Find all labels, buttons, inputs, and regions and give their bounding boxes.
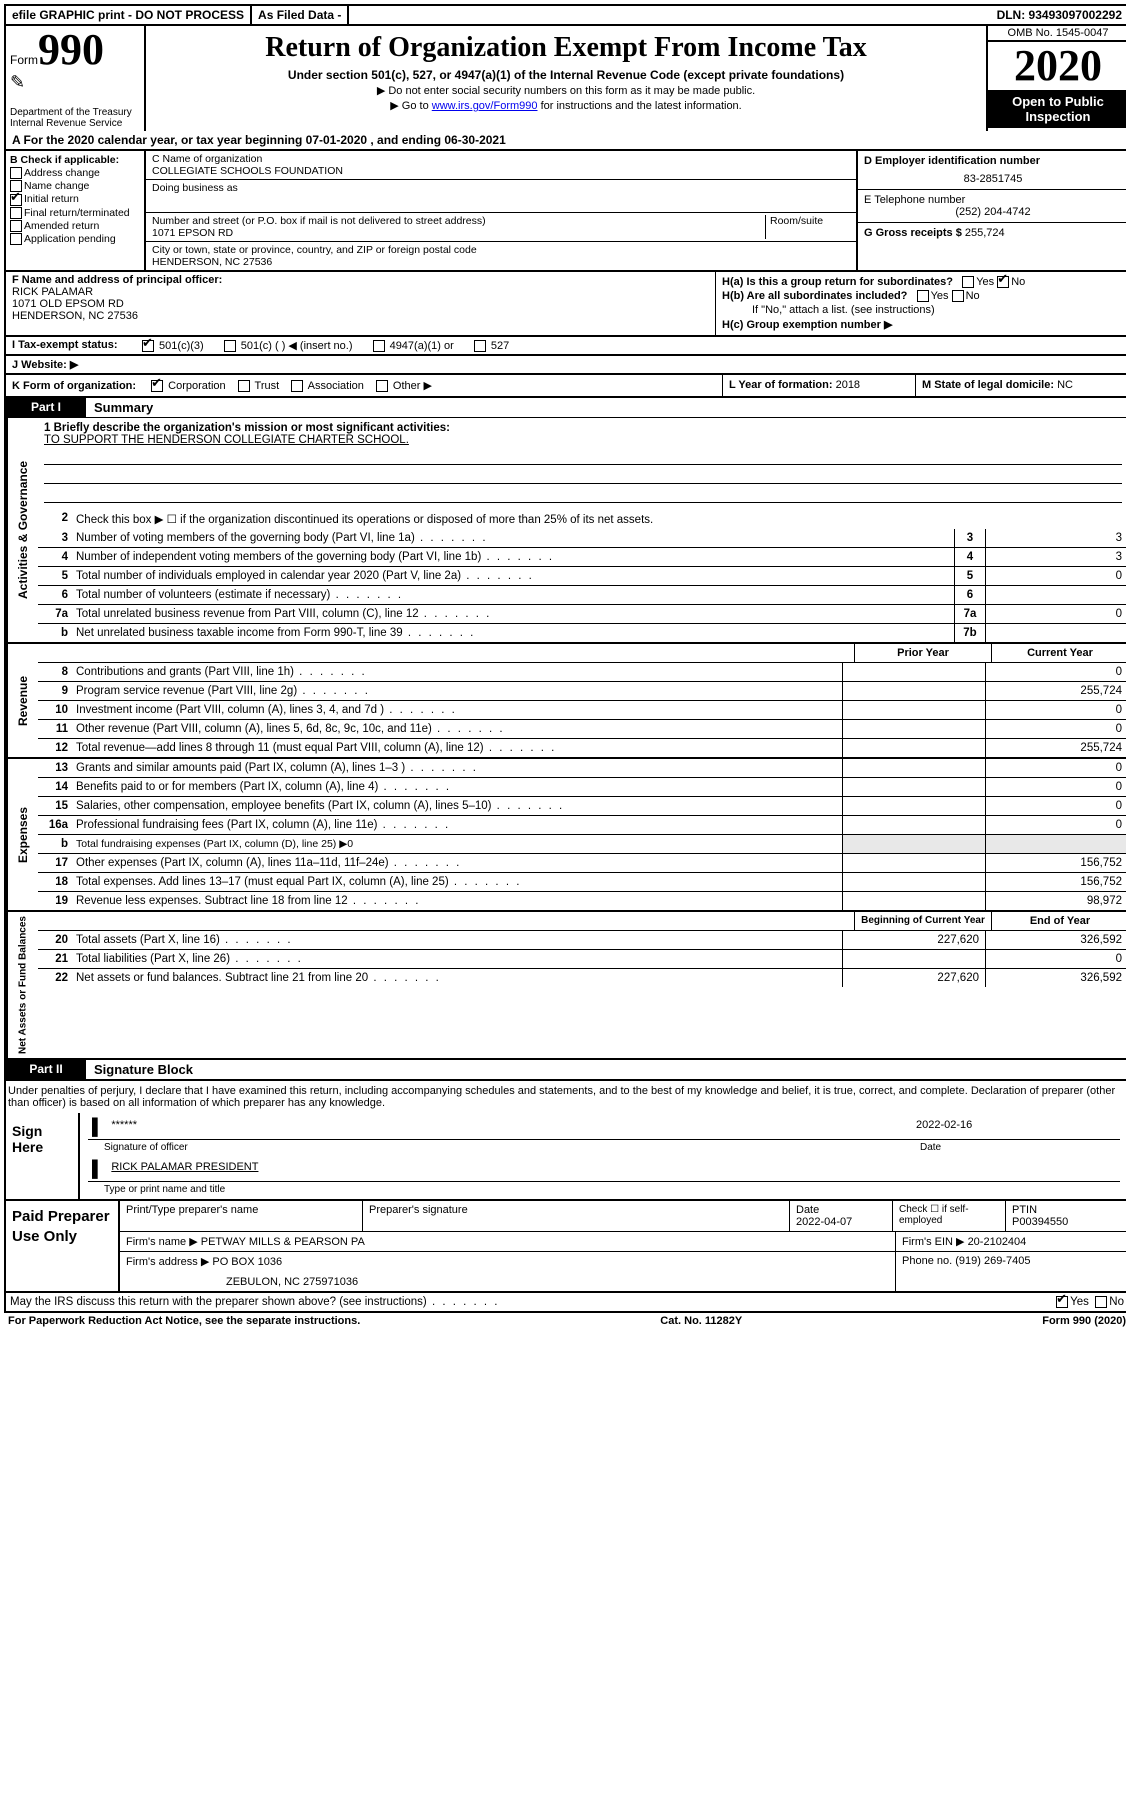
- officer-group-row: F Name and address of principal officer:…: [4, 272, 1126, 337]
- col-b-item[interactable]: Initial return: [10, 193, 140, 205]
- irs-link[interactable]: www.irs.gov/Form990: [432, 100, 538, 112]
- page-footer: For Paperwork Reduction Act Notice, see …: [4, 1313, 1126, 1329]
- expenses-block: Expenses 13Grants and similar amounts pa…: [4, 759, 1126, 912]
- title-block: Return of Organization Exempt From Incom…: [146, 26, 986, 131]
- omb-number: OMB No. 1545-0047: [988, 26, 1126, 42]
- ha-no[interactable]: [997, 276, 1009, 288]
- tax-status-option[interactable]: 527: [474, 340, 509, 352]
- summary-line: 22Net assets or fund balances. Subtract …: [38, 969, 1126, 987]
- addr-label: Number and street (or P.O. box if mail i…: [152, 215, 765, 227]
- mission: 1 Briefly describe the organization's mi…: [38, 418, 1126, 509]
- col-b-item[interactable]: Name change: [10, 180, 140, 192]
- hb-yes[interactable]: [917, 290, 929, 302]
- summary-line: 4Number of independent voting members of…: [38, 548, 1126, 567]
- org-form-option[interactable]: Trust: [238, 380, 280, 392]
- summary-line: 11Other revenue (Part VIII, column (A), …: [38, 720, 1126, 739]
- ein-label: D Employer identification number: [864, 155, 1122, 167]
- summary-line: 18Total expenses. Add lines 13–17 (must …: [38, 873, 1126, 892]
- part1-header: Part I Summary: [4, 398, 1126, 418]
- form-header: Form990 ✎ Department of the Treasury Int…: [4, 26, 1126, 131]
- ssn-note: ▶ Do not enter social security numbers o…: [152, 84, 980, 97]
- col-b-item[interactable]: Application pending: [10, 233, 140, 245]
- phone-value: (252) 204-4742: [864, 206, 1122, 218]
- org-form-option[interactable]: Association: [291, 380, 364, 392]
- revenue-block: Revenue Prior Year Current Year 8Contrib…: [4, 644, 1126, 759]
- sign-here: Sign Here ▌ ****** 2022-02-16 Signature …: [4, 1113, 1126, 1201]
- summary-line: bTotal fundraising expenses (Part IX, co…: [38, 835, 1126, 854]
- summary-line: 20Total assets (Part X, line 16)227,6203…: [38, 931, 1126, 950]
- col-b-item[interactable]: Address change: [10, 167, 140, 179]
- col-c: C Name of organization COLLEGIATE SCHOOL…: [146, 151, 856, 270]
- row-i: I Tax-exempt status: 501(c)(3) 501(c) ( …: [4, 337, 1126, 356]
- row-a-period: A For the 2020 calendar year, or tax yea…: [4, 131, 1126, 151]
- city-label: City or town, state or province, country…: [152, 244, 850, 256]
- open-inspection: Open to Public Inspection: [988, 90, 1126, 128]
- city-value: HENDERSON, NC 27536: [152, 256, 850, 268]
- col-b-checkboxes: B Check if applicable: Address changeNam…: [6, 151, 146, 270]
- org-form-option[interactable]: Corporation: [151, 380, 226, 392]
- summary-line: 5Total number of individuals employed in…: [38, 567, 1126, 586]
- discuss-yes[interactable]: [1056, 1296, 1068, 1308]
- summary-line: 13Grants and similar amounts paid (Part …: [38, 759, 1126, 778]
- tax-status-option[interactable]: 4947(a)(1) or: [373, 340, 454, 352]
- row-j: J Website: ▶: [4, 356, 1126, 375]
- right-header: OMB No. 1545-0047 2020 Open to Public In…: [986, 26, 1126, 131]
- row-klm: K Form of organization: Corporation Trus…: [4, 375, 1126, 398]
- summary-line: 10Investment income (Part VIII, column (…: [38, 701, 1126, 720]
- netassets-block: Net Assets or Fund Balances Beginning of…: [4, 912, 1126, 1060]
- c-label: C Name of organization: [152, 153, 850, 165]
- principal-officer: F Name and address of principal officer:…: [6, 272, 716, 335]
- col-b-title: B Check if applicable:: [10, 154, 140, 166]
- gross-label: G Gross receipts $: [864, 227, 962, 239]
- top-bar: efile GRAPHIC print - DO NOT PROCESS As …: [4, 4, 1126, 26]
- paid-preparer: Paid Preparer Use Only Print/Type prepar…: [4, 1201, 1126, 1293]
- form-title: Return of Organization Exempt From Incom…: [152, 32, 980, 64]
- phone-label: E Telephone number: [864, 194, 1122, 206]
- dln: DLN: 93493097002292: [991, 6, 1126, 24]
- subtitle: Under section 501(c), 527, or 4947(a)(1)…: [152, 68, 980, 82]
- org-name: COLLEGIATE SCHOOLS FOUNDATION: [152, 165, 850, 177]
- department: Department of the Treasury Internal Reve…: [10, 107, 140, 129]
- efile-notice: efile GRAPHIC print - DO NOT PROCESS: [6, 6, 252, 24]
- summary-line: 3Number of voting members of the governi…: [38, 529, 1126, 548]
- activities-block: Activities & Governance 1 Briefly descri…: [4, 418, 1126, 644]
- form-identity: Form990 ✎ Department of the Treasury Int…: [6, 26, 146, 131]
- discuss-row: May the IRS discuss this return with the…: [4, 1293, 1126, 1313]
- col-b-item[interactable]: Final return/terminated: [10, 207, 140, 219]
- dba-label: Doing business as: [152, 182, 850, 194]
- col-right: D Employer identification number 83-2851…: [856, 151, 1126, 270]
- summary-line: 14Benefits paid to or for members (Part …: [38, 778, 1126, 797]
- summary-line: 19Revenue less expenses. Subtract line 1…: [38, 892, 1126, 910]
- room-label: Room/suite: [770, 215, 850, 227]
- part2-header: Part II Signature Block: [4, 1060, 1126, 1081]
- perjury-text: Under penalties of perjury, I declare th…: [4, 1081, 1126, 1113]
- org-form-option[interactable]: Other ▶: [376, 380, 432, 392]
- summary-line: 16aProfessional fundraising fees (Part I…: [38, 816, 1126, 835]
- summary-line: 9Program service revenue (Part VIII, lin…: [38, 682, 1126, 701]
- summary-line: 17Other expenses (Part IX, column (A), l…: [38, 854, 1126, 873]
- gross-value: 255,724: [965, 227, 1005, 239]
- summary-line: bNet unrelated business taxable income f…: [38, 624, 1126, 642]
- as-filed: As Filed Data -: [252, 6, 349, 24]
- summary-line: 21Total liabilities (Part X, line 26)0: [38, 950, 1126, 969]
- summary-line: 12Total revenue—add lines 8 through 11 (…: [38, 739, 1126, 757]
- goto-note: ▶ Go to www.irs.gov/Form990 for instruct…: [152, 99, 980, 112]
- h-group: H(a) Is this a group return for subordin…: [716, 272, 1126, 335]
- tax-status-option[interactable]: 501(c) ( ) ◀ (insert no.): [224, 340, 353, 352]
- ha-yes[interactable]: [962, 276, 974, 288]
- form-number: 990: [38, 25, 104, 74]
- col-b-item[interactable]: Amended return: [10, 220, 140, 232]
- summary-line: 15Salaries, other compensation, employee…: [38, 797, 1126, 816]
- summary-line: 6Total number of volunteers (estimate if…: [38, 586, 1126, 605]
- summary-line: 7aTotal unrelated business revenue from …: [38, 605, 1126, 624]
- hb-no[interactable]: [952, 290, 964, 302]
- discuss-no[interactable]: [1095, 1296, 1107, 1308]
- tax-status-option[interactable]: 501(c)(3): [142, 340, 204, 352]
- entity-section: B Check if applicable: Address changeNam…: [4, 151, 1126, 272]
- street-address: 1071 EPSON RD: [152, 227, 765, 239]
- tax-year: 2020: [988, 42, 1126, 90]
- form-label: Form: [10, 53, 38, 67]
- ein-value: 83-2851745: [864, 173, 1122, 185]
- summary-line: 8Contributions and grants (Part VIII, li…: [38, 663, 1126, 682]
